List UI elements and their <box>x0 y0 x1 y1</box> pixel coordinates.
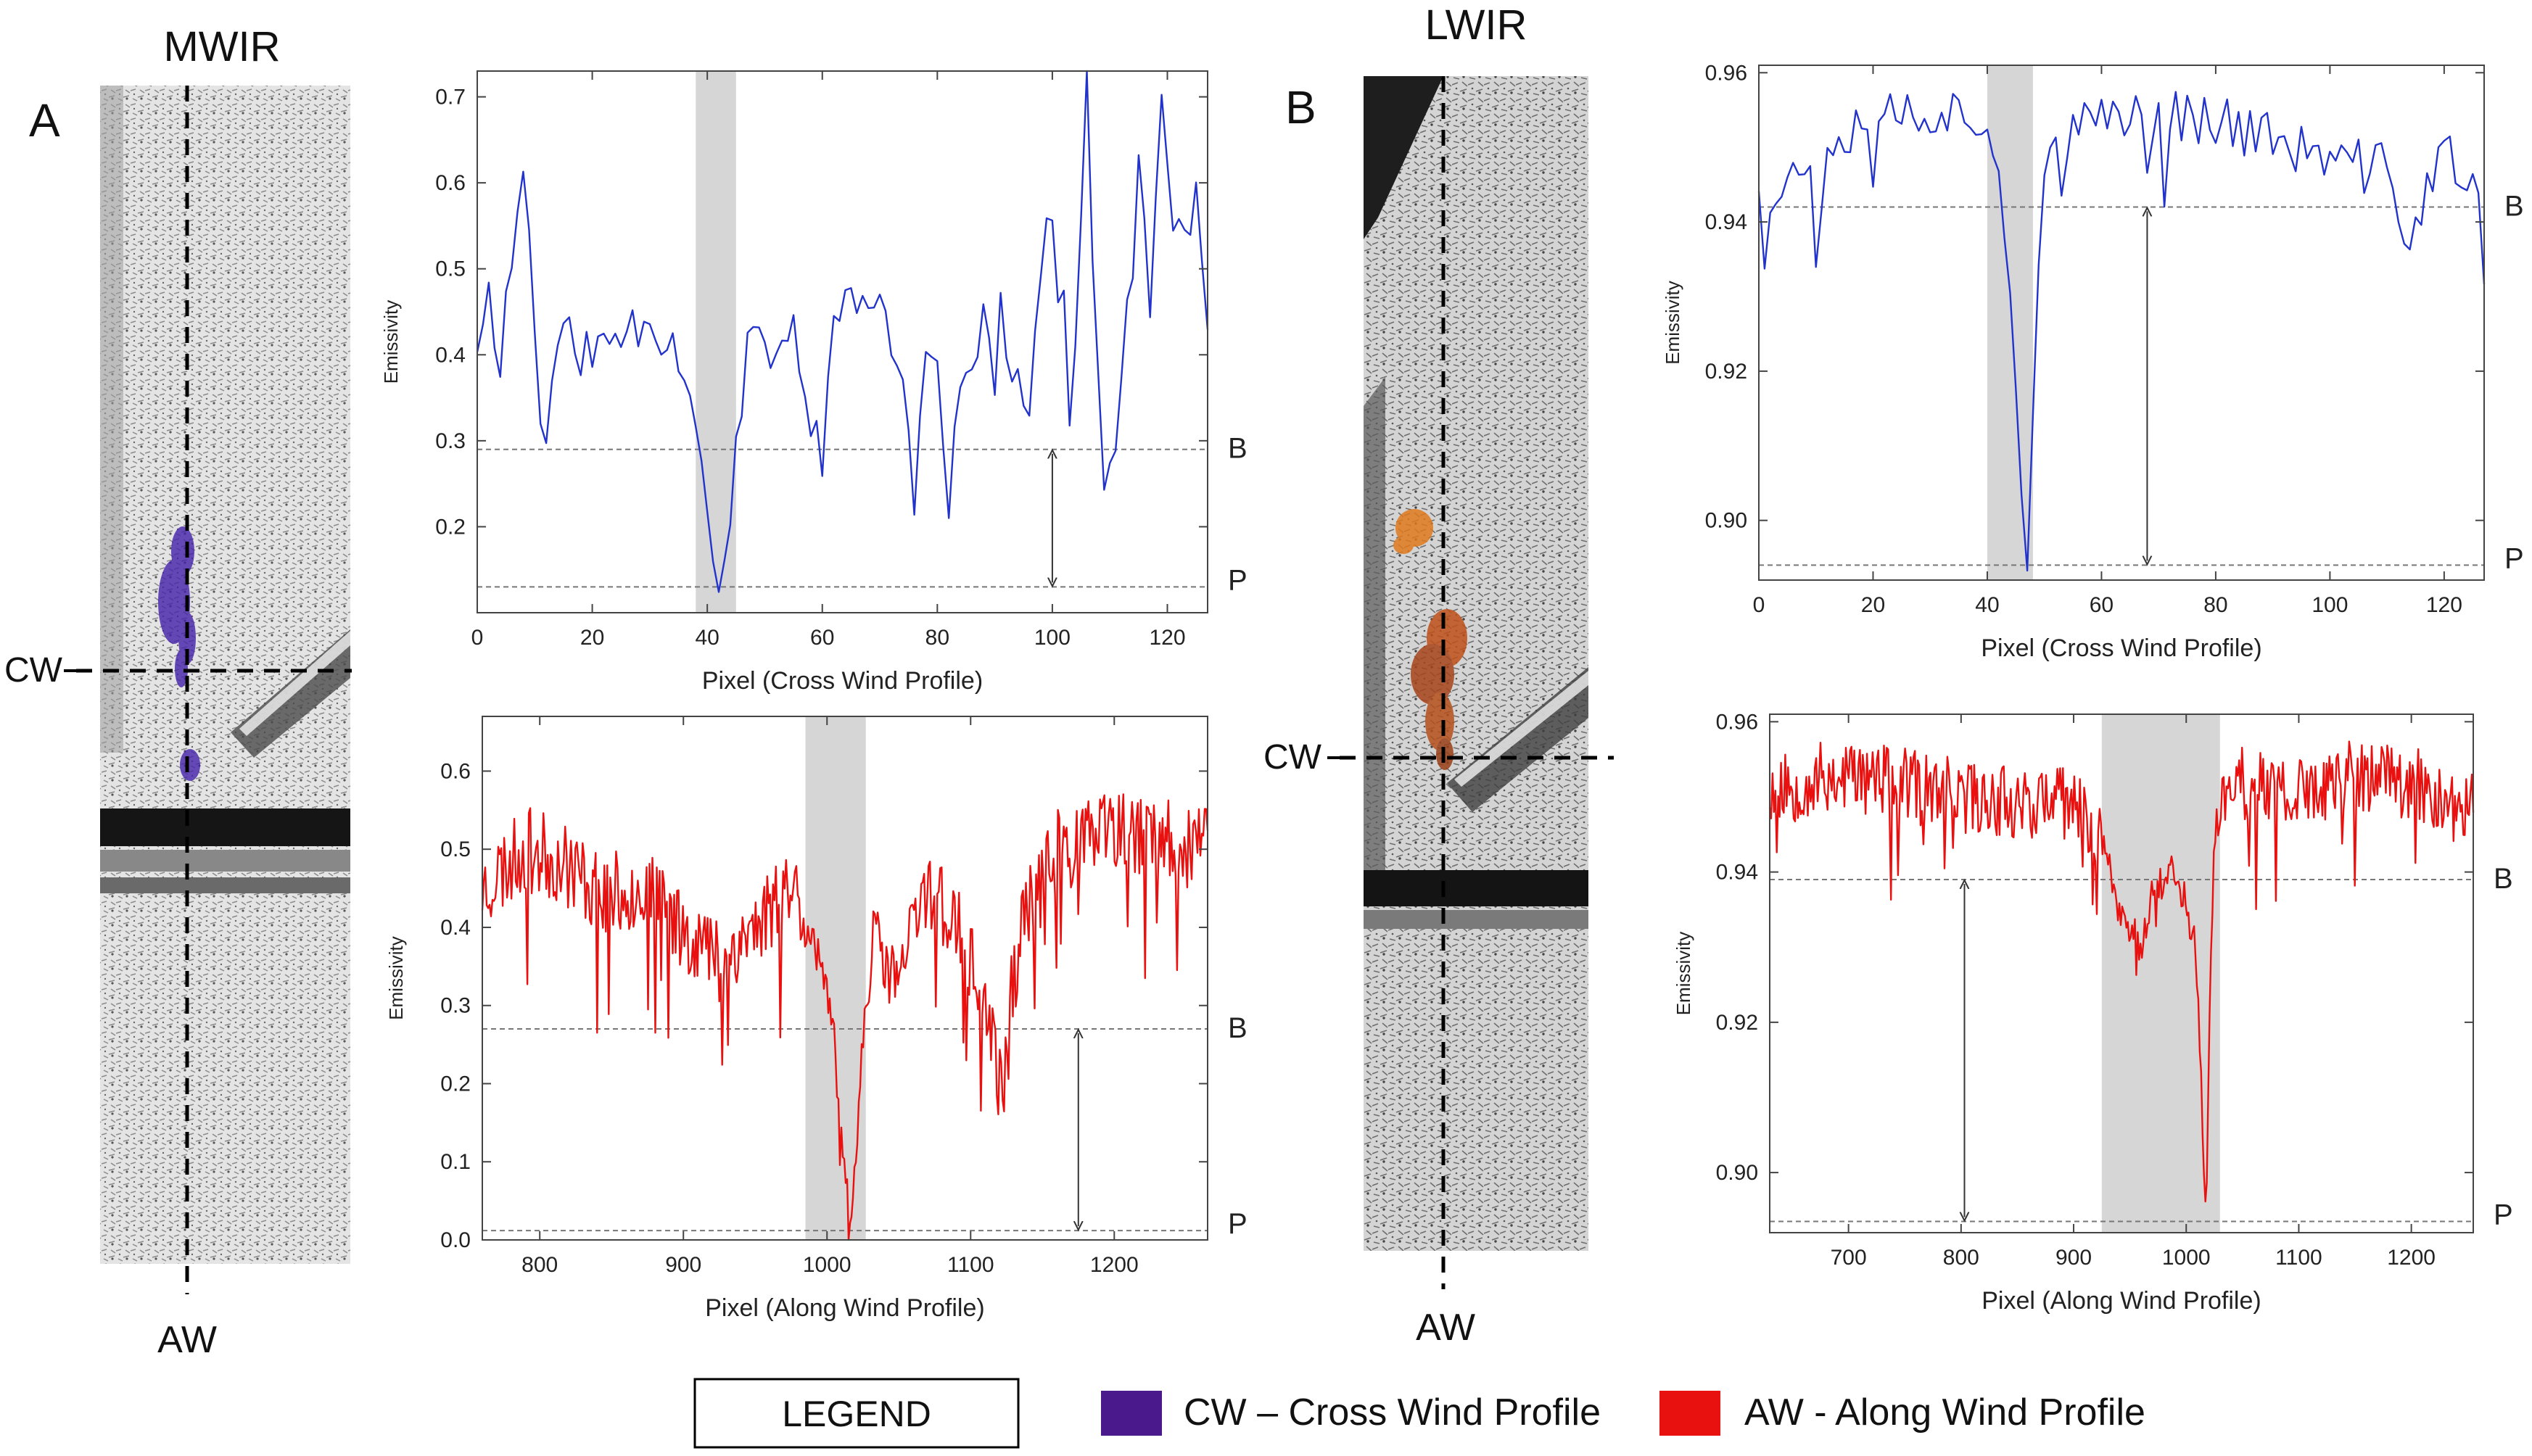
y-axis-label: Emissivity <box>380 300 402 384</box>
legend-title: LEGEND <box>782 1394 931 1434</box>
baseline-label-b: B <box>2494 863 2513 895</box>
x-tick-label: 20 <box>1861 593 1885 617</box>
y-tick-label: 0.94 <box>1705 210 1747 234</box>
legend-aw-swatch <box>1659 1391 1720 1436</box>
panel-a-sensor-label: MWIR <box>163 23 280 70</box>
x-tick-label: 900 <box>665 1253 701 1277</box>
x-tick-label: 80 <box>2203 593 2227 617</box>
plume-region-shade <box>696 71 736 613</box>
panel-a-image <box>64 86 352 1294</box>
panel-a-aw-label: AW <box>157 1319 217 1361</box>
legend-cw-label: CW – Cross Wind Profile <box>1184 1391 1601 1434</box>
baseline-label-p: P <box>2494 1199 2513 1230</box>
y-tick-label: 0.92 <box>1705 360 1747 384</box>
plot-frame <box>482 716 1208 1241</box>
legend-aw-label: AW - Along Wind Profile <box>1744 1391 2145 1434</box>
y-tick-label: 0.0 <box>440 1228 471 1252</box>
legend-cw-swatch <box>1101 1391 1162 1436</box>
y-tick-label: 0.90 <box>1705 509 1747 533</box>
x-axis-label: Pixel (Cross Wind Profile) <box>702 667 983 695</box>
plume-region-shade <box>805 716 866 1240</box>
y-tick-label: 0.2 <box>440 1072 471 1096</box>
x-axis-label: Pixel (Along Wind Profile) <box>1982 1287 2261 1315</box>
panel-b-letter: B <box>1285 81 1316 133</box>
panel-b-cw-label: CW <box>1263 738 1322 777</box>
y-tick-label: 0.7 <box>435 86 466 109</box>
series-line-A-cw <box>476 70 1209 593</box>
x-tick-label: 0 <box>1753 593 1765 617</box>
x-tick-label: 80 <box>925 626 949 650</box>
panel-a-letter: A <box>29 94 60 146</box>
y-tick-label: 0.96 <box>1705 61 1747 85</box>
chart-mwir-along-wind: B P 800 900 1000 1100 1200 0.0 0.1 0.2 0.3 0.4 0.5 0.… <box>385 716 1248 1322</box>
baseline-label-b: B <box>1228 1012 1248 1044</box>
x-tick-label: 60 <box>810 626 834 650</box>
baseline-label-p: P <box>1228 1208 1248 1240</box>
series-line-B-aw <box>1768 740 2475 1203</box>
x-tick-label: 120 <box>2426 593 2462 617</box>
mwir-plume <box>158 526 200 781</box>
x-tick-label: 1100 <box>2275 1246 2322 1270</box>
x-tick-label: 100 <box>1034 626 1071 650</box>
y-tick-label: 0.4 <box>440 916 471 940</box>
x-axis-label: Pixel (Cross Wind Profile) <box>1981 634 2261 662</box>
baseline-label-p: P <box>1228 564 1248 596</box>
chart-lwir-along-wind: B P 700 800 900 1000 1100 1200 0.90 0.92 0.94 0.96 P… <box>1673 710 2513 1315</box>
chart-mwir-cross-wind: B P 0 20 40 60 80 100 120 0.2 0.3 0.4 0.5 0.6 0.7 Pixel… <box>380 70 1248 695</box>
y-tick-label: 0.4 <box>435 343 466 367</box>
y-tick-label: 0.90 <box>1716 1161 1758 1185</box>
series-line-A-aw <box>481 793 1209 1241</box>
x-tick-label: 1100 <box>947 1253 994 1277</box>
x-tick-label: 1000 <box>803 1253 851 1277</box>
x-tick-label: 100 <box>2312 593 2348 617</box>
x-tick-label: 0 <box>471 626 484 650</box>
panel-b-sensor-label: LWIR <box>1425 1 1527 49</box>
lwir-plume <box>1393 509 1467 770</box>
y-tick-label: 0.3 <box>435 429 466 453</box>
x-tick-label: 40 <box>695 626 719 650</box>
y-tick-label: 0.5 <box>435 257 466 281</box>
plot-frame <box>1769 713 2474 1233</box>
baseline-label-b: B <box>2504 191 2524 223</box>
y-tick-label: 0.3 <box>440 994 471 1018</box>
x-tick-label: 20 <box>580 626 604 650</box>
y-axis-label: Emissivity <box>385 936 407 1020</box>
legend-box <box>693 1378 1020 1449</box>
panel-b-image <box>1327 76 1614 1289</box>
x-axis-label: Pixel (Along Wind Profile) <box>705 1294 984 1322</box>
y-tick-label: 0.94 <box>1716 861 1758 885</box>
x-tick-label: 800 <box>1943 1246 1979 1270</box>
x-tick-label: 1000 <box>2162 1246 2211 1270</box>
x-tick-label: 120 <box>1149 626 1185 650</box>
x-tick-label: 700 <box>1831 1246 1867 1270</box>
panel-a-cw-label: CW <box>4 651 63 690</box>
x-tick-label: 1200 <box>1090 1253 1139 1277</box>
x-tick-label: 40 <box>1975 593 1999 617</box>
panel-b-aw-label: AW <box>1416 1307 1475 1349</box>
chart-lwir-cross-wind: B P 0 20 40 60 80 100 120 0.90 0.92 0.94 0.96 Pixel (… <box>1662 61 2524 662</box>
x-tick-label: 60 <box>2090 593 2114 617</box>
y-axis-label: Emissivity <box>1662 281 1683 365</box>
y-tick-label: 0.96 <box>1716 710 1758 734</box>
plot-frame <box>477 70 1208 613</box>
x-tick-label: 1200 <box>2387 1246 2436 1270</box>
y-tick-label: 0.6 <box>440 759 471 783</box>
y-tick-label: 0.1 <box>440 1150 471 1174</box>
plume-region-shade <box>1987 65 2033 580</box>
baseline-label-b: B <box>1228 433 1248 465</box>
x-tick-label: 800 <box>521 1253 558 1277</box>
y-tick-label: 0.92 <box>1716 1011 1758 1035</box>
y-axis-label: Emissivity <box>1673 932 1694 1016</box>
y-tick-label: 0.2 <box>435 515 466 539</box>
plot-frame <box>1758 65 2485 581</box>
series-line-B-cw <box>1757 91 2486 572</box>
x-tick-label: 900 <box>2055 1246 2092 1270</box>
y-tick-label: 0.6 <box>435 171 466 195</box>
legend: LEGEND CW – Cross Wind Profile AW - Alon… <box>693 1378 2145 1449</box>
baseline-label-p: P <box>2504 542 2524 574</box>
y-tick-label: 0.5 <box>440 837 471 861</box>
plume-region-shade <box>2101 714 2220 1233</box>
